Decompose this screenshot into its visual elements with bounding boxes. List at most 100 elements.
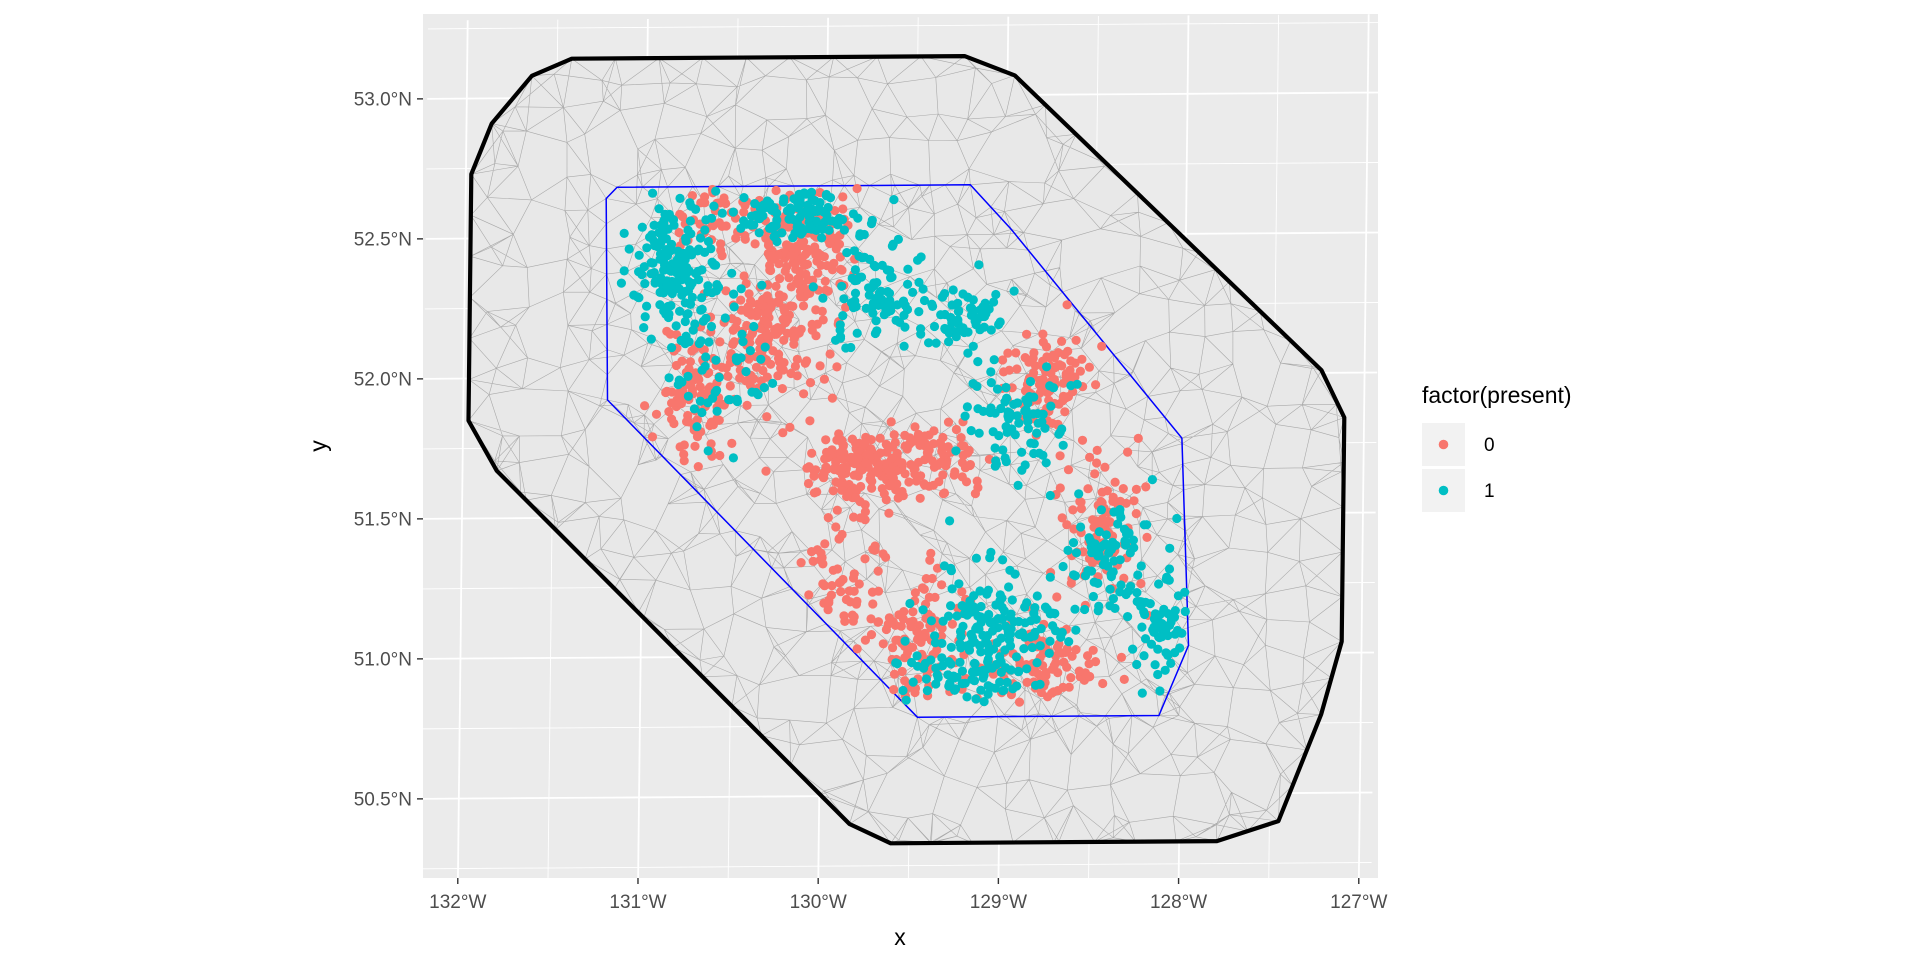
point-series-0	[910, 422, 920, 432]
point-series-0	[789, 334, 799, 344]
point-series-0	[881, 439, 891, 449]
point-series-1	[850, 265, 861, 275]
point-series-0	[1043, 692, 1053, 702]
point-series-0	[1102, 516, 1112, 526]
point-series-1	[729, 289, 739, 299]
point-series-0	[815, 361, 825, 371]
point-series-1	[1132, 588, 1142, 598]
point-series-0	[664, 407, 674, 417]
point-series-0	[1085, 452, 1095, 462]
point-series-1	[637, 222, 647, 232]
point-series-0	[1076, 497, 1086, 507]
point-series-0	[956, 433, 966, 443]
point-series-0	[873, 617, 884, 627]
point-series-0	[1062, 647, 1072, 657]
point-series-1	[946, 642, 956, 652]
point-series-0	[886, 417, 896, 427]
point-series-0	[662, 386, 672, 396]
point-series-0	[819, 467, 829, 477]
point-series-0	[739, 271, 749, 281]
point-series-0	[717, 362, 727, 372]
point-series-1	[1045, 636, 1055, 646]
point-series-0	[856, 481, 866, 492]
point-series-1	[995, 317, 1005, 327]
point-series-0	[684, 417, 694, 427]
point-series-0	[790, 361, 801, 371]
point-series-1	[772, 208, 782, 218]
point-series-1	[1155, 610, 1165, 620]
point-series-1	[969, 666, 979, 676]
point-series-1	[1003, 629, 1014, 639]
point-series-0	[771, 185, 781, 196]
point-series-1	[692, 422, 702, 432]
point-series-1	[1012, 411, 1022, 421]
point-series-0	[693, 462, 703, 472]
point-series-1	[1045, 572, 1055, 582]
point-series-1	[1100, 555, 1110, 565]
point-series-0	[1136, 579, 1146, 589]
point-series-0	[906, 460, 916, 470]
point-series-0	[823, 513, 833, 523]
point-series-1	[944, 657, 954, 667]
point-series-1	[1035, 641, 1045, 651]
point-series-1	[956, 631, 966, 642]
point-series-0	[1033, 669, 1043, 679]
point-series-1	[1040, 423, 1050, 433]
point-series-1	[983, 585, 994, 595]
point-series-0	[684, 364, 694, 374]
point-series-1	[1147, 475, 1157, 485]
point-series-1	[695, 396, 706, 406]
point-series-0	[875, 433, 885, 443]
point-series-0	[937, 580, 947, 590]
point-series-1	[965, 639, 975, 649]
point-series-1	[804, 212, 815, 222]
point-series-1	[1172, 513, 1182, 524]
point-series-1	[924, 338, 934, 348]
point-series-1	[1140, 634, 1151, 644]
point-series-0	[792, 354, 802, 364]
point-series-1	[1154, 579, 1164, 589]
point-series-1	[1013, 480, 1023, 490]
point-series-1	[990, 443, 1000, 453]
point-series-1	[753, 213, 764, 223]
point-series-1	[966, 426, 976, 436]
x-tick-label: 129°W	[970, 892, 1027, 913]
point-series-1	[1173, 591, 1183, 601]
point-series-1	[984, 644, 994, 654]
point-series-1	[1033, 418, 1043, 428]
point-series-0	[690, 441, 700, 451]
x-axis-title: x	[894, 924, 906, 950]
point-series-1	[1108, 567, 1118, 577]
point-series-0	[1011, 348, 1021, 358]
point-series-0	[866, 630, 877, 640]
point-series-1	[664, 209, 674, 219]
point-series-1	[1093, 606, 1103, 616]
point-series-0	[904, 477, 914, 487]
point-series-0	[839, 611, 849, 621]
point-series-0	[719, 193, 729, 203]
point-series-1	[700, 361, 710, 371]
point-series-0	[727, 438, 737, 448]
point-series-1	[996, 667, 1006, 678]
point-series-1	[831, 335, 841, 345]
point-series-0	[1110, 477, 1120, 487]
point-series-1	[694, 338, 705, 349]
point-series-1	[866, 283, 877, 293]
point-series-0	[723, 371, 733, 381]
point-series-1	[974, 428, 984, 438]
point-series-1	[697, 293, 707, 303]
point-series-0	[900, 653, 910, 663]
point-series-1	[756, 354, 766, 364]
point-series-1	[1070, 604, 1080, 614]
point-series-1	[918, 605, 928, 615]
point-series-1	[922, 686, 933, 696]
point-series-1	[971, 553, 982, 563]
point-series-0	[831, 457, 841, 467]
point-series-0	[779, 303, 789, 313]
legend-label-1: 1	[1484, 481, 1495, 502]
point-series-1	[946, 563, 956, 573]
point-series-1	[1063, 545, 1073, 556]
point-series-0	[778, 428, 788, 438]
point-series-1	[771, 220, 781, 230]
point-series-1	[908, 677, 918, 687]
